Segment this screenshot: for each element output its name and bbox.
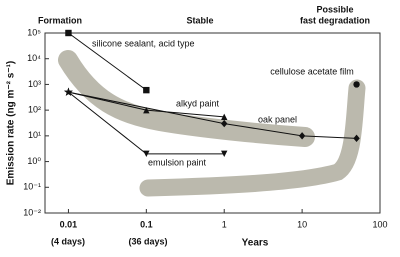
marker bbox=[353, 81, 360, 88]
marker bbox=[143, 150, 150, 158]
marker bbox=[64, 87, 73, 96]
y-tick-label: 10¹ bbox=[28, 130, 41, 140]
marker bbox=[143, 106, 150, 114]
x-axis-label: Years bbox=[242, 238, 269, 249]
series-label: cellulose acetate film bbox=[270, 66, 354, 76]
series-label: silicone sealant, acid type bbox=[92, 38, 195, 48]
marker bbox=[65, 29, 72, 37]
y-axis-label: Emission rate (ng m⁻² s⁻¹) bbox=[6, 61, 17, 185]
annotation: (4 days) bbox=[51, 236, 85, 246]
y-tick-label: 10⁻² bbox=[23, 207, 41, 217]
y-tick-label: 10² bbox=[28, 105, 41, 115]
marker bbox=[298, 132, 306, 140]
trend-band bbox=[58, 50, 315, 147]
y-tick-label: 10⁵ bbox=[27, 27, 41, 37]
trend-band bbox=[139, 79, 366, 197]
annotation: fast degradation bbox=[300, 15, 370, 25]
marker bbox=[221, 150, 228, 158]
series-line bbox=[68, 91, 357, 139]
x-tick-label: 0.01 bbox=[60, 219, 78, 229]
marker bbox=[221, 113, 228, 121]
series-label: alkyd paint bbox=[176, 98, 220, 108]
marker bbox=[353, 134, 360, 143]
x-tick-label: 0.1 bbox=[140, 219, 153, 229]
y-tick-label: 10⁴ bbox=[27, 53, 41, 63]
x-tick-label: 10 bbox=[297, 219, 307, 229]
x-tick-label: 1 bbox=[222, 219, 227, 229]
x-tick-label: 100 bbox=[372, 219, 387, 229]
annotation: Stable bbox=[186, 15, 213, 25]
y-tick-label: 10⁻¹ bbox=[23, 182, 41, 192]
series-label: oak panel bbox=[258, 114, 297, 124]
y-tick-label: 10⁰ bbox=[27, 156, 41, 166]
plot-frame bbox=[44, 32, 381, 214]
marker bbox=[143, 86, 150, 94]
annotation: (36 days) bbox=[128, 236, 167, 246]
y-tick-label: 10³ bbox=[28, 79, 41, 89]
annotation: Formation bbox=[38, 15, 82, 25]
series-label: emulsion paint bbox=[148, 157, 207, 167]
marker bbox=[221, 119, 228, 128]
annotation: Possible bbox=[316, 4, 353, 14]
series-line bbox=[68, 32, 147, 91]
